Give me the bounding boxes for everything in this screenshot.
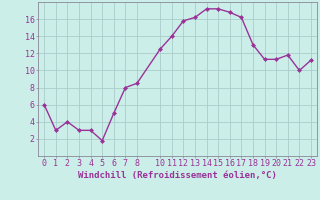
- X-axis label: Windchill (Refroidissement éolien,°C): Windchill (Refroidissement éolien,°C): [78, 171, 277, 180]
